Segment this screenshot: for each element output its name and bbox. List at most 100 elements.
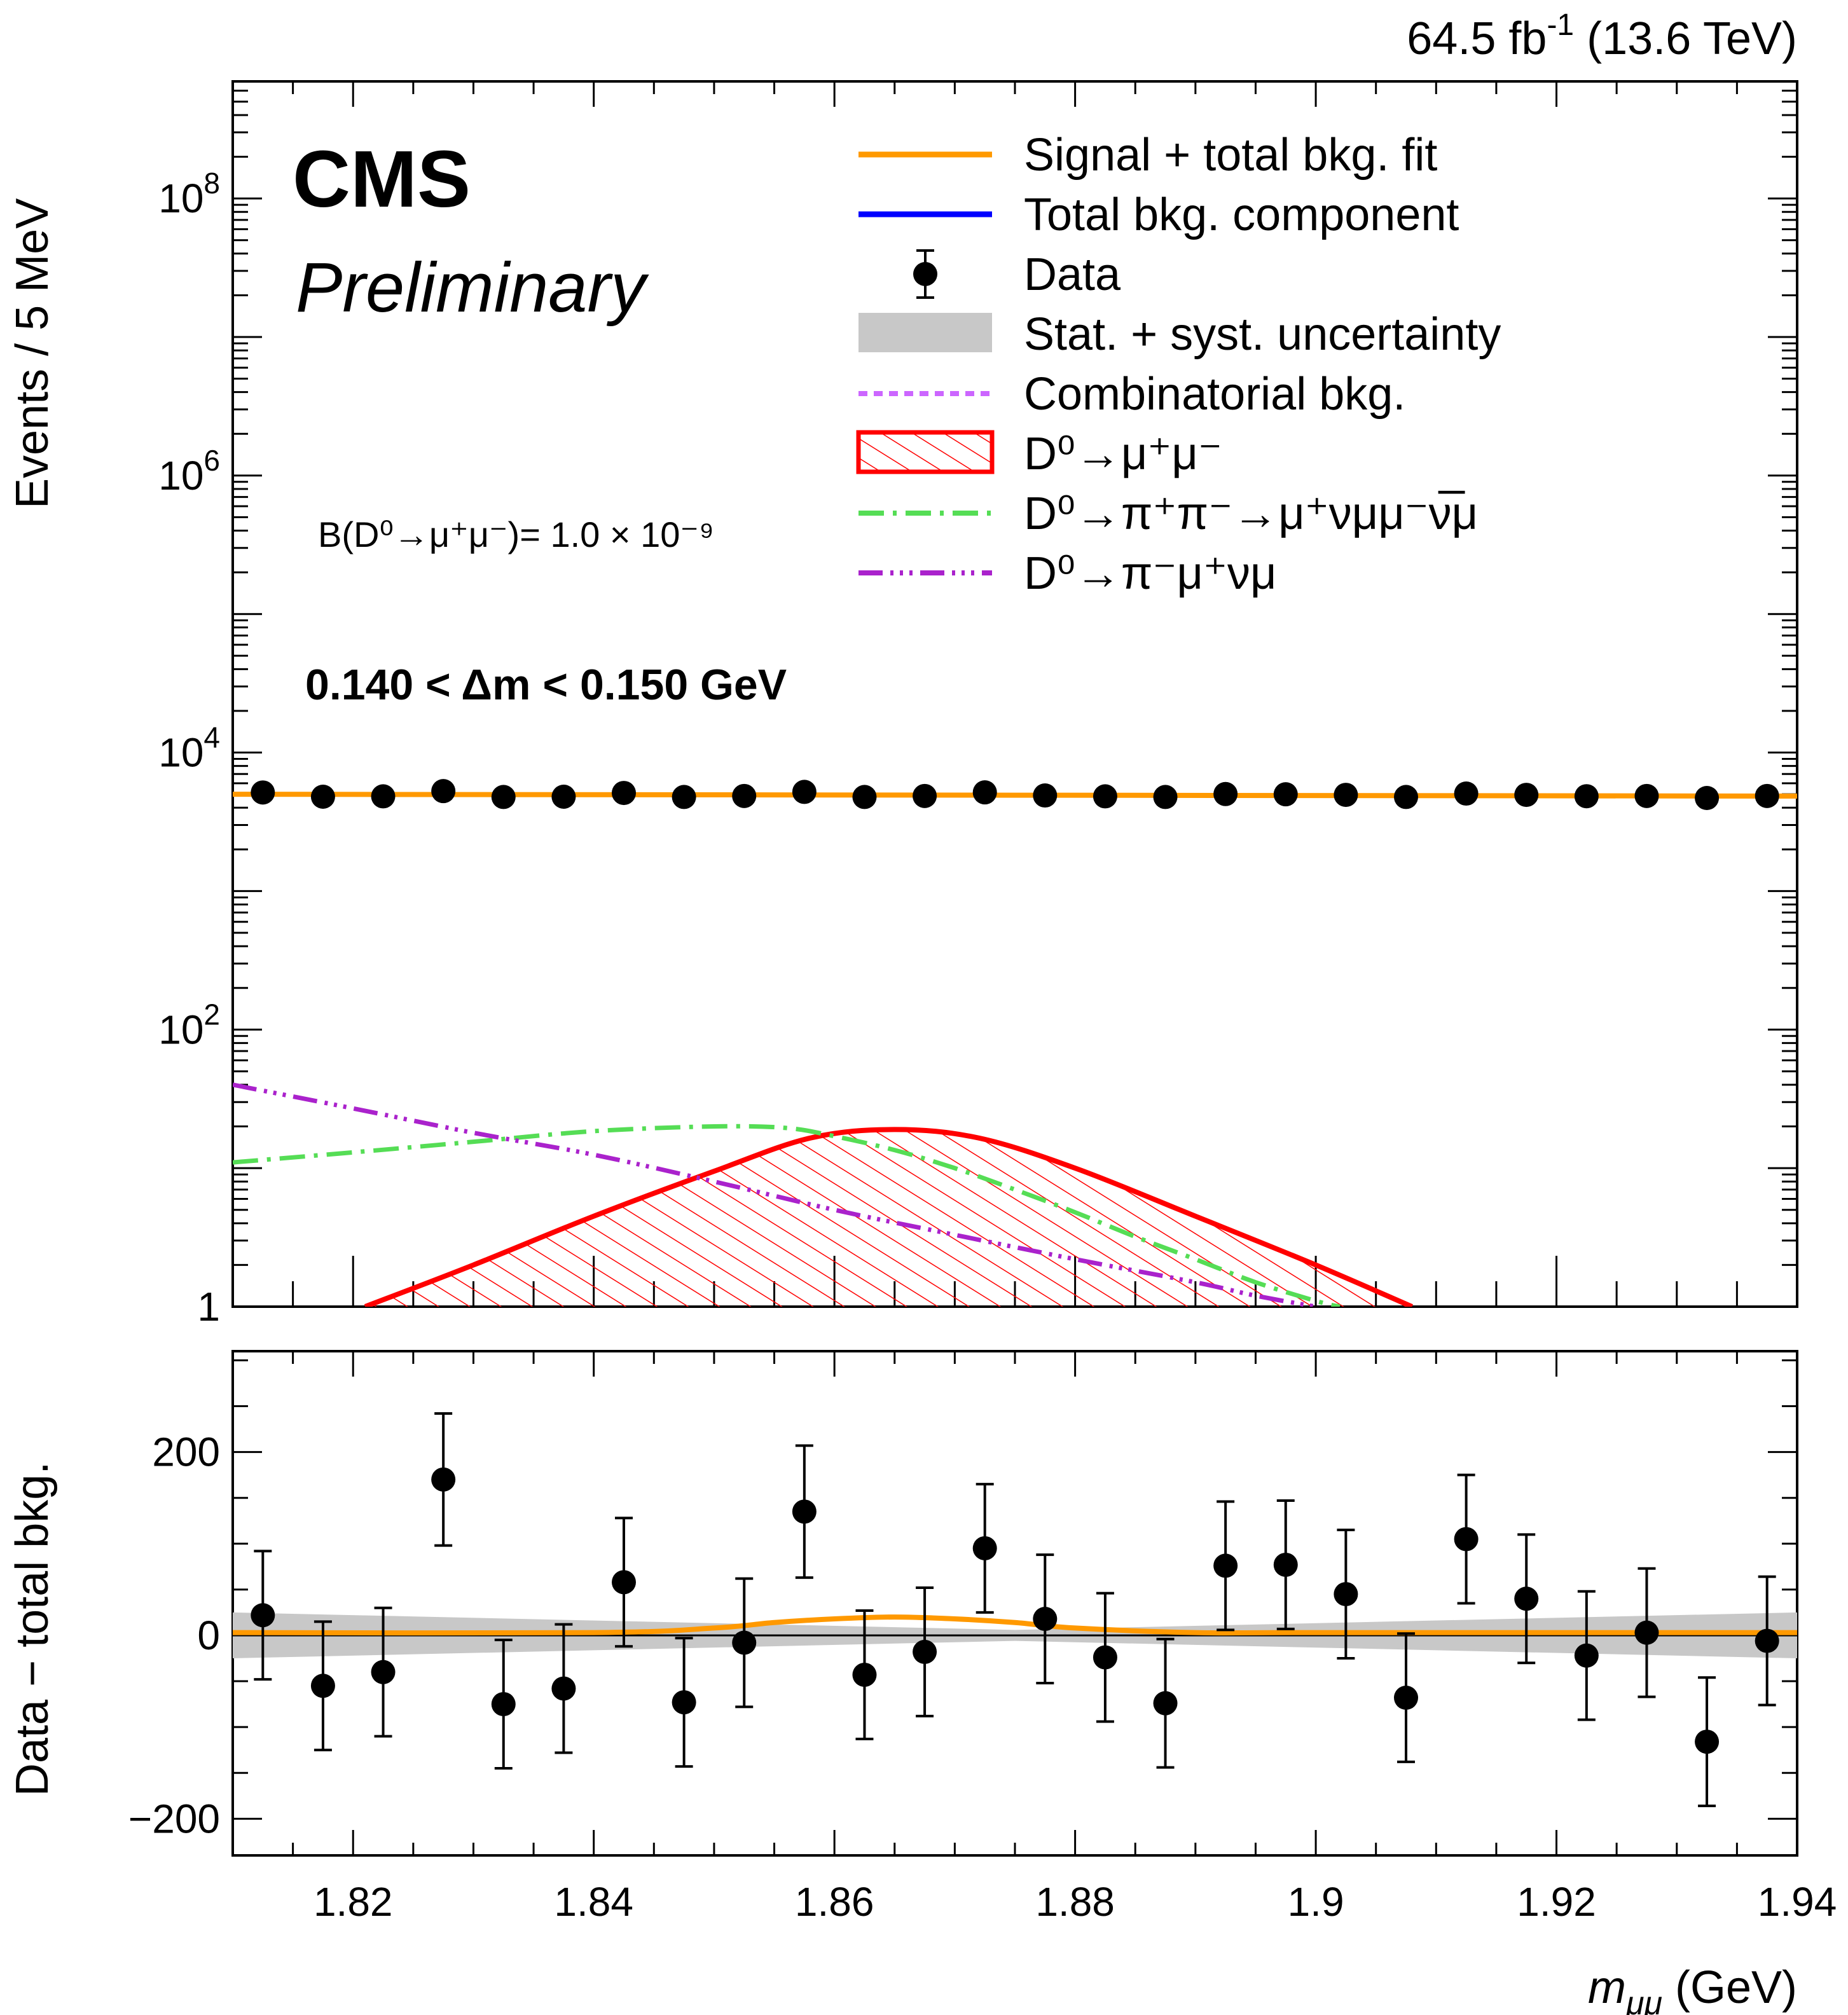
main-data-point <box>972 780 997 805</box>
legend-label-pimunu: D⁰→π⁻μ⁺νμ <box>1024 548 1277 599</box>
x-tick-label: 1.88 <box>1035 1879 1115 1925</box>
x-tick-label: 1.82 <box>314 1879 393 1925</box>
main-data-point <box>1755 783 1779 808</box>
x-tick-label: 1.9 <box>1288 1879 1344 1925</box>
main-data-point <box>310 785 335 809</box>
main-data-point <box>1273 782 1298 807</box>
main-data-point <box>732 783 757 808</box>
main-data-point <box>1695 785 1720 810</box>
legend-label-pipi: D⁰→π⁺π⁻→μ⁺νμμ⁻ν̅μ <box>1024 488 1478 539</box>
ratio-data-point <box>1153 1691 1178 1716</box>
ratio-data-point <box>431 1467 456 1492</box>
ratio-y-axis-title: Data − total bkg. <box>7 1462 58 1796</box>
main-y-tick-label: 106 <box>158 444 220 499</box>
main-data-point <box>852 785 877 809</box>
ratio-data-point <box>672 1690 696 1715</box>
main-data-point <box>371 784 396 809</box>
ratio-y-tick-label: 0 <box>197 1613 220 1658</box>
ratio-data-point <box>732 1630 757 1655</box>
ratio-data-point <box>1093 1645 1117 1670</box>
ratio-y-tick-label: 200 <box>152 1429 220 1475</box>
x-tick-label: 1.86 <box>795 1879 874 1925</box>
main-data-point <box>792 780 817 804</box>
ratio-data-point <box>792 1499 817 1524</box>
ratio-data-point <box>1273 1552 1298 1577</box>
status-label: Preliminary <box>296 249 649 327</box>
main-data-point <box>1033 783 1058 808</box>
ratio-data-point <box>612 1570 636 1595</box>
ratio-y-axis: −200 0 200 <box>128 1359 1797 1841</box>
ratio-data-point <box>310 1674 335 1698</box>
ratio-data-point <box>913 1639 937 1664</box>
pipi-background-curve <box>233 1124 1341 1307</box>
legend-label-total_bkg: Total bkg. component <box>1024 189 1459 240</box>
main-data-point <box>1574 784 1599 809</box>
main-y-axis: 1 102 104 106 108 <box>158 80 1797 1330</box>
ratio-data-point <box>972 1536 997 1560</box>
main-data-point <box>251 780 275 805</box>
main-data-point <box>551 785 576 809</box>
main-y-tick-label: 108 <box>158 167 220 221</box>
legend: Signal + total bkg. fit Total bkg. compon… <box>856 130 1501 599</box>
main-y-tick-label: 102 <box>158 998 220 1052</box>
main-data-point <box>491 785 516 809</box>
ratio-data-point <box>371 1660 396 1684</box>
signal-plus-background-fit-curve <box>233 792 1797 799</box>
main-y-tick-label: 104 <box>158 721 220 776</box>
ratio-data-point <box>251 1603 275 1628</box>
main-data-point <box>1514 783 1539 808</box>
main-data-point <box>1334 783 1358 808</box>
legend-swatch-data <box>913 262 937 286</box>
main-y-tick-label: 1 <box>197 1284 220 1330</box>
ratio-data-point <box>1755 1628 1779 1653</box>
ratio-data-point <box>1574 1643 1599 1668</box>
legend-label-data: Data <box>1024 249 1121 300</box>
ratio-data-point <box>491 1692 516 1717</box>
branching-fraction-label: B(D⁰→μ⁺μ⁻)= 1.0 × 10⁻⁹ <box>318 514 714 554</box>
signal-hatched-area <box>365 1129 1412 1307</box>
ratio-data-point <box>1634 1620 1659 1645</box>
x-axis-title: mμμ (GeV) <box>1588 1962 1797 2015</box>
ratio-data-point <box>1213 1553 1238 1578</box>
main-data-point <box>1153 785 1178 809</box>
ratio-data-points <box>251 1412 1779 1808</box>
main-data-point <box>1394 785 1418 809</box>
ratio-data-point <box>1454 1527 1479 1551</box>
ratio-data-point <box>1334 1582 1358 1607</box>
ratio-data-point <box>852 1662 877 1687</box>
x-tick-label: 1.92 <box>1517 1879 1596 1925</box>
ratio-data-point <box>1514 1586 1539 1611</box>
x-tick-label: 1.94 <box>1758 1879 1837 1925</box>
main-data-points <box>251 779 1779 810</box>
ratio-x-axis: 1.82 1.84 1.86 1.88 1.9 1.92 1.94 <box>231 1351 1837 1925</box>
main-data-point <box>672 785 696 809</box>
main-y-axis-title: Events / 5 MeV <box>7 198 58 509</box>
ratio-y-tick-label: −200 <box>128 1796 220 1841</box>
ratio-fit-curve <box>233 1614 1797 1636</box>
main-data-point <box>1454 781 1479 806</box>
delta-m-range-label: 0.140 < Δm < 0.150 GeV <box>305 661 787 709</box>
ratio-data-point <box>1394 1686 1418 1710</box>
legend-swatch-uncertainty <box>858 313 992 352</box>
ratio-data-point <box>1695 1730 1720 1754</box>
x-tick-label: 1.84 <box>554 1879 633 1925</box>
legend-label-signal: D⁰→μ⁺μ⁻ <box>1024 429 1222 479</box>
main-data-point <box>913 783 937 808</box>
experiment-label: CMS <box>293 134 471 224</box>
legend-label-uncertainty: Stat. + syst. uncertainty <box>1024 309 1501 360</box>
main-data-point <box>1213 781 1238 806</box>
ratio-data-point <box>1033 1607 1058 1632</box>
main-data-point <box>612 781 636 806</box>
ratio-data-point <box>551 1676 576 1701</box>
pimunu-background-curve <box>233 1082 1316 1307</box>
main-data-point <box>1634 783 1659 808</box>
legend-label-combinatorial: Combinatorial bkg. <box>1024 369 1405 420</box>
main-data-point <box>1093 784 1117 809</box>
signal-curve <box>364 1127 1414 1307</box>
legend-label-signal_total: Signal + total bkg. fit <box>1024 130 1437 181</box>
main-data-point <box>431 779 456 804</box>
legend-swatch-signal <box>856 430 995 474</box>
ratio-plot-frame <box>231 1350 1798 1857</box>
luminosity-label: 64.5 fb-1 (13.6 TeV) <box>1407 8 1797 64</box>
